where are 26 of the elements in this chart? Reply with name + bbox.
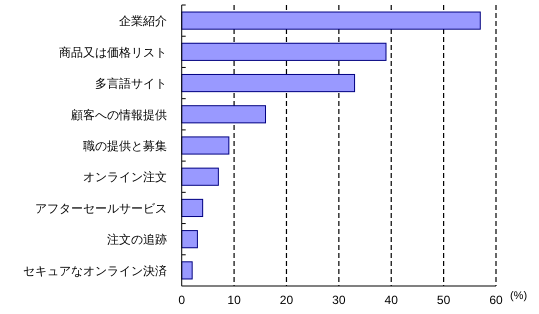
bar bbox=[181, 74, 356, 92]
y-tick-label: 商品又は価格リスト bbox=[59, 45, 167, 60]
x-tick-label: 20 bbox=[280, 293, 294, 307]
x-tick-label: 60 bbox=[489, 293, 503, 307]
bar bbox=[181, 136, 230, 155]
y-tick-label: 注文の追跡 bbox=[107, 232, 167, 247]
x-axis-title: (%) bbox=[510, 290, 528, 302]
bar bbox=[181, 105, 266, 124]
bar bbox=[181, 168, 219, 186]
y-tick-label: 職の提供と募集 bbox=[83, 139, 167, 153]
x-tick-label: 10 bbox=[227, 293, 242, 307]
y-tick-label: オンライン注文 bbox=[83, 170, 167, 184]
bar bbox=[181, 198, 204, 218]
x-tick-label: 0 bbox=[178, 293, 186, 307]
y-tick-label: 多言語サイト bbox=[95, 76, 167, 91]
x-tick-label: 30 bbox=[332, 293, 346, 307]
x-tick-label: 50 bbox=[436, 293, 451, 307]
bar bbox=[181, 12, 481, 30]
bar bbox=[181, 42, 386, 61]
y-tick-label: 顧客への情報提供 bbox=[71, 108, 167, 122]
y-tick-label: セキュアなオンライン決済 bbox=[23, 264, 167, 278]
bar bbox=[181, 261, 193, 280]
y-tick-label: 企業紹介 bbox=[119, 14, 167, 28]
x-tick-label: 40 bbox=[384, 293, 398, 307]
bar bbox=[181, 230, 198, 248]
y-tick-label: アフターセールサービス bbox=[35, 201, 167, 216]
